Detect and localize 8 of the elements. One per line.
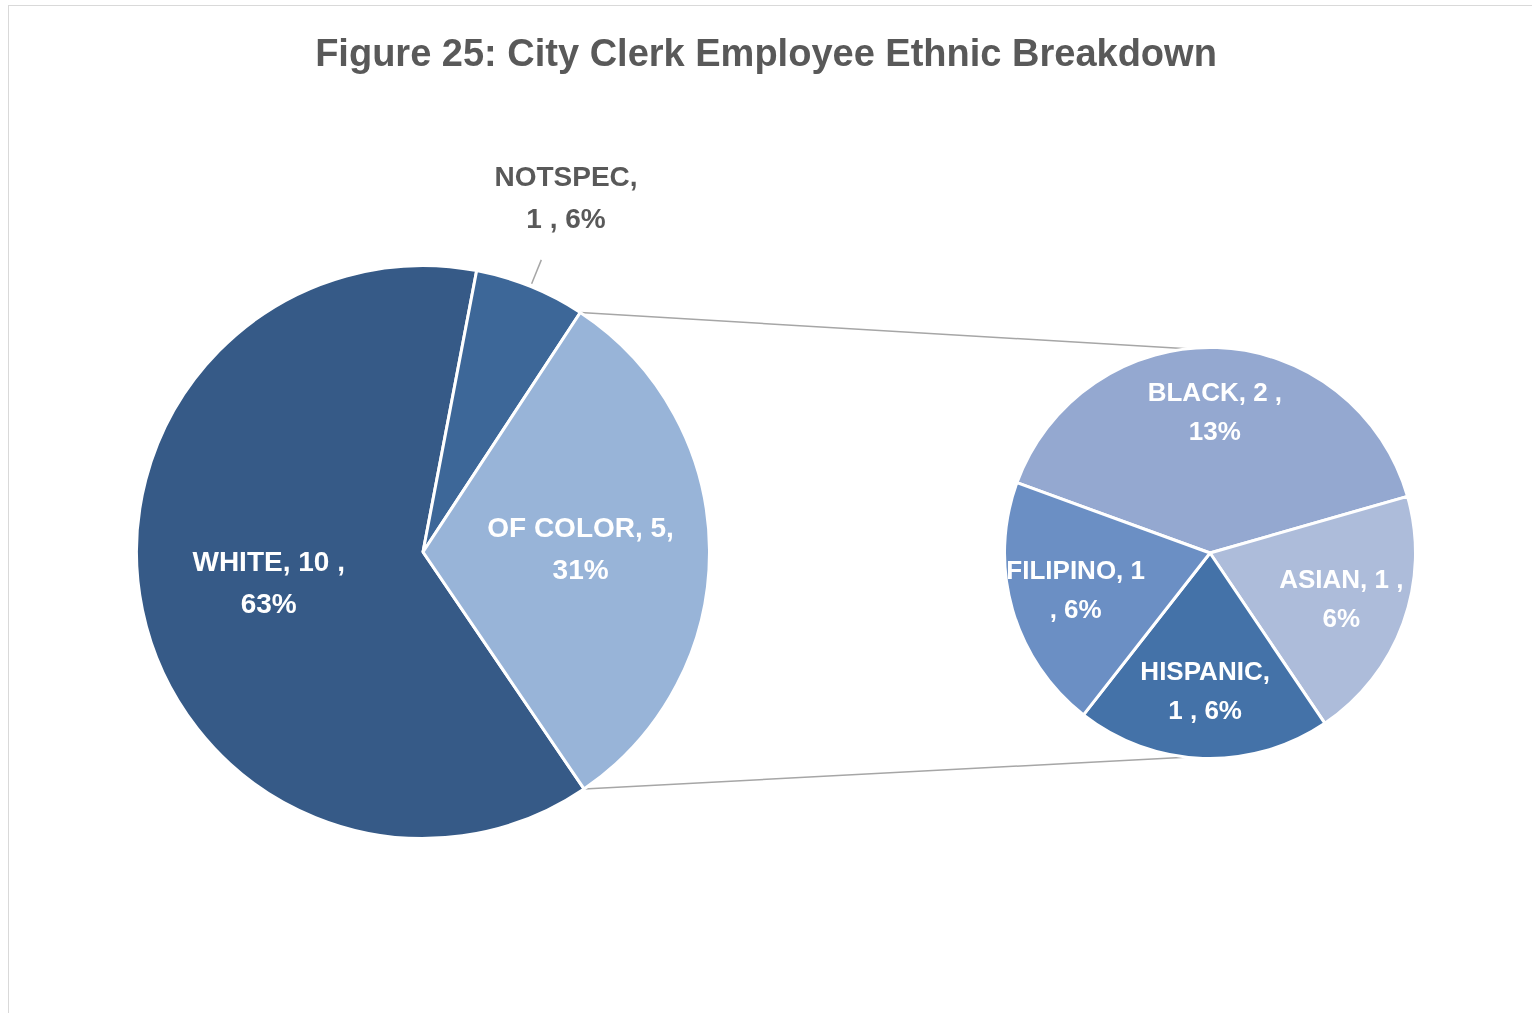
slice-label: WHITE, 10 , 63% [192,545,345,619]
slice-label: ASIAN, 1 , 6% [1279,564,1404,634]
slice-label: FILIPINO, 1 , 6% [1006,555,1146,625]
slice-label: BLACK, 2 , 13% [1147,377,1283,447]
slice-label: NOTSPEC, 1 , 6% [494,160,638,234]
slice-label: OF COLOR, 5, 31% [487,512,674,586]
chart-title: Figure 25: City Clerk Employee Ethnic Breakdown [314,32,1218,75]
slice-label: HISPANIC, 1 , 6% [1140,656,1270,726]
